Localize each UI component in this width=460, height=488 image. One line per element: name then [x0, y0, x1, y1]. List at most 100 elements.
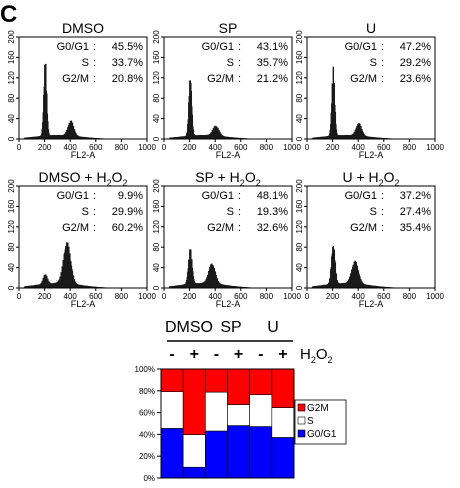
- stat-value: 32.6%: [257, 222, 288, 234]
- y-tick-label: 40: [7, 263, 16, 272]
- bar-y-tick-label: 0%: [143, 474, 155, 483]
- stat-value: 48.1%: [257, 190, 288, 202]
- y-tick-label: 160: [7, 199, 16, 213]
- histogram-panel: 0 200 400 600 800 100004080120160200FL2-ASPG0…: [152, 20, 301, 160]
- bar-segment: [205, 430, 228, 479]
- x-tick-label: 0: [162, 143, 167, 152]
- y-tick-label: 120: [152, 71, 161, 85]
- x-tick-label: 800: [260, 143, 274, 152]
- y-tick-label: 40: [7, 114, 16, 123]
- x-tick-label: 600: [234, 292, 248, 301]
- stat-colon: :: [238, 222, 241, 234]
- treatment-sign: -: [169, 346, 174, 363]
- y-tick-label: 200: [295, 30, 304, 44]
- x-tick-label: 800: [115, 292, 129, 301]
- stat-value: 43.1%: [257, 41, 288, 53]
- y-tick-label: 40: [152, 263, 161, 272]
- y-tick-label: 120: [295, 220, 304, 234]
- y-tick-label: 80: [295, 93, 304, 102]
- bar-segment: [227, 404, 250, 426]
- panel-title: U: [366, 20, 376, 36]
- group-label: SP: [220, 319, 241, 336]
- x-tick-label: 800: [260, 292, 274, 301]
- stat-label: G0/G1: [57, 190, 89, 202]
- stat-colon: :: [93, 41, 96, 53]
- x-tick-label: 1000: [283, 143, 301, 152]
- stat-value: 60.2%: [112, 222, 143, 234]
- stat-value: 29.2%: [400, 57, 431, 69]
- stat-label: S: [227, 57, 234, 69]
- bar-y-tick-label: 40%: [139, 430, 155, 439]
- x-tick-label: 800: [403, 292, 417, 301]
- treatment-label: H2O2: [300, 346, 333, 365]
- treatment-sign: +: [234, 346, 243, 363]
- y-tick-label: 80: [295, 242, 304, 251]
- x-tick-label: 400: [352, 292, 366, 301]
- x-tick-label: 600: [377, 292, 391, 301]
- x-tick-label: 400: [209, 292, 223, 301]
- y-tick-label: 40: [295, 263, 304, 272]
- bar-segment: [160, 368, 184, 392]
- stat-label: S: [370, 57, 377, 69]
- plot-frame: [163, 36, 293, 140]
- stat-colon: :: [238, 73, 241, 85]
- stat-label: G0/G1: [202, 41, 234, 53]
- stat-label: G0/G1: [345, 190, 377, 202]
- stat-label: G2/M: [207, 73, 234, 85]
- x-tick-label: 1000: [426, 143, 444, 152]
- y-tick-label: 40: [152, 114, 161, 123]
- x-tick-label: 0: [162, 292, 167, 301]
- x-tick-label: 1000: [138, 292, 156, 301]
- panel-title: DMSO + H2O2: [38, 169, 127, 188]
- x-tick-label: 200: [38, 143, 52, 152]
- x-tick-label: 1000: [283, 292, 301, 301]
- bar-segment: [182, 466, 206, 479]
- x-tick-label: 400: [64, 143, 78, 152]
- bar-y-tick-label: 60%: [139, 409, 155, 418]
- panel-title: SP: [219, 20, 238, 36]
- stat-label: G0/G1: [202, 190, 234, 202]
- y-tick-label: 200: [295, 179, 304, 193]
- bar-segment: [182, 434, 206, 468]
- y-tick-label: 0: [7, 285, 16, 290]
- stat-colon: :: [93, 206, 96, 218]
- legend-swatch: [297, 403, 306, 412]
- stat-label: G2/M: [350, 73, 377, 85]
- x-tick-label: 600: [89, 143, 103, 152]
- x-tick-label: 0: [305, 143, 310, 152]
- bar-frame: [160, 368, 295, 479]
- bar-segment: [227, 425, 250, 479]
- stat-value: 9.9%: [118, 190, 143, 202]
- stat-value: 35.4%: [400, 222, 431, 234]
- plot-frame: [163, 185, 293, 289]
- stat-colon: :: [381, 57, 384, 69]
- x-tick-label: 600: [89, 292, 103, 301]
- x-tick-label: 200: [326, 292, 340, 301]
- legend-swatch: [297, 429, 306, 438]
- treatment-sign: -: [258, 346, 263, 363]
- x-axis-label: FL2-A: [71, 150, 96, 160]
- panel-title: DMSO: [62, 20, 104, 36]
- y-tick-label: 80: [7, 93, 16, 102]
- stat-value: 29.9%: [112, 206, 143, 218]
- stat-value: 21.2%: [257, 73, 288, 85]
- histogram-panel: 0 200 400 600 800 1000 0 40 80 120 160 200 FL2-A U + …: [295, 169, 444, 309]
- x-tick-label: 400: [352, 143, 366, 152]
- bar-segment: [205, 391, 228, 432]
- stat-label: S: [82, 57, 89, 69]
- x-tick-label: 0: [17, 143, 22, 152]
- bar-legend: G2M S G0/G1: [294, 399, 347, 445]
- legend-label: S: [307, 416, 314, 427]
- bar-segment: [227, 368, 250, 405]
- histogram-panel: 0 200 400 600 800 1000 0 40 80 120 160 200 FL2-A U G0/…: [295, 20, 444, 160]
- stat-label: G2/M: [62, 73, 89, 85]
- x-tick-label: 200: [326, 143, 340, 152]
- stat-label: G2/M: [207, 222, 234, 234]
- y-tick-label: 160: [295, 199, 304, 213]
- x-tick-label: 0: [17, 292, 22, 301]
- x-tick-label: 1000: [426, 292, 444, 301]
- treatment-sign: +: [278, 346, 287, 363]
- stat-colon: :: [238, 190, 241, 202]
- x-axis-label: FL2-A: [359, 299, 384, 309]
